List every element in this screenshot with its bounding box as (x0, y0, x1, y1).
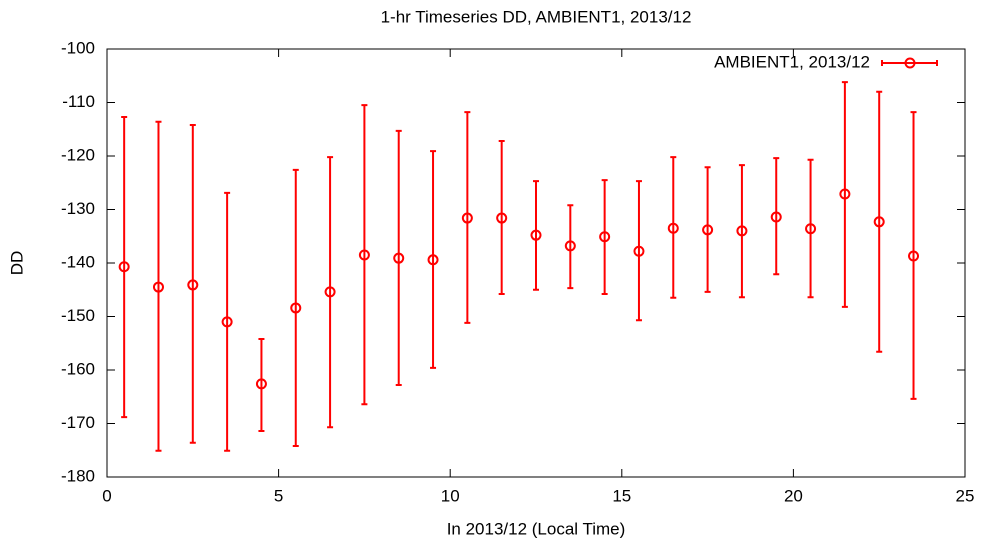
x-tick-label: 5 (274, 486, 283, 505)
y-tick-label: -120 (61, 145, 95, 164)
error-bar (773, 157, 780, 276)
y-tick-label: -150 (61, 306, 95, 325)
error-bar (189, 123, 196, 444)
point (221, 316, 233, 328)
point (805, 223, 817, 235)
x-tick-label: 10 (441, 486, 460, 505)
point (358, 249, 370, 261)
error-bar (498, 140, 505, 296)
point (393, 252, 405, 264)
error-bar (464, 111, 471, 324)
error-bar (327, 156, 334, 429)
legend-label: AMBIENT1, 2013/12 (714, 52, 870, 71)
point (461, 212, 473, 224)
error-bar (910, 111, 917, 400)
error-bar (807, 158, 814, 299)
error-bar (395, 129, 402, 386)
y-tick-label: -160 (61, 359, 95, 378)
point (873, 216, 885, 228)
error-bar (841, 81, 848, 308)
legend-swatch (881, 60, 938, 66)
point (152, 281, 164, 293)
y-tick-label: -110 (62, 92, 95, 111)
x-tick-label: 0 (102, 486, 111, 505)
point (564, 240, 576, 252)
error-bar (121, 115, 128, 419)
x-tick-label: 15 (612, 486, 631, 505)
point (324, 286, 336, 298)
y-tick-label: -140 (61, 252, 95, 271)
point (118, 261, 130, 273)
y-tick-label: -100 (61, 38, 95, 57)
error-bar (670, 156, 677, 299)
error-bar (567, 204, 574, 290)
chart-title: 1-hr Timeseries DD, AMBIENT1, 2013/12 (381, 7, 692, 26)
error-bar (876, 90, 883, 353)
point (770, 211, 782, 223)
point (427, 254, 439, 266)
error-bar (258, 337, 265, 432)
y-tick-label: -180 (61, 466, 95, 485)
y-tick-label: -130 (61, 199, 95, 218)
point (702, 224, 714, 236)
error-bar (533, 180, 539, 291)
point (736, 225, 748, 237)
error-bar (704, 166, 711, 293)
legend-marker (904, 57, 916, 69)
point (908, 250, 920, 262)
x-tick-label: 25 (956, 486, 975, 505)
point (496, 212, 508, 224)
x-axis-label: In 2013/12 (Local Time) (447, 519, 626, 538)
point (633, 245, 645, 257)
x-tick-label: 20 (784, 486, 803, 505)
point (839, 188, 851, 200)
y-tick-label: -170 (61, 413, 95, 432)
error-bar (738, 164, 745, 299)
error-bar (224, 191, 231, 452)
point (187, 279, 199, 291)
error-bar (292, 168, 299, 447)
y-axis-label: DD (7, 251, 26, 276)
error-bar (430, 150, 437, 369)
point (530, 229, 542, 241)
point (599, 231, 611, 243)
error-bar (635, 180, 642, 322)
point (255, 378, 267, 390)
error-bar (155, 120, 162, 452)
error-bar (361, 104, 368, 406)
point (290, 302, 302, 314)
point (667, 222, 679, 234)
error-bar (601, 179, 608, 296)
